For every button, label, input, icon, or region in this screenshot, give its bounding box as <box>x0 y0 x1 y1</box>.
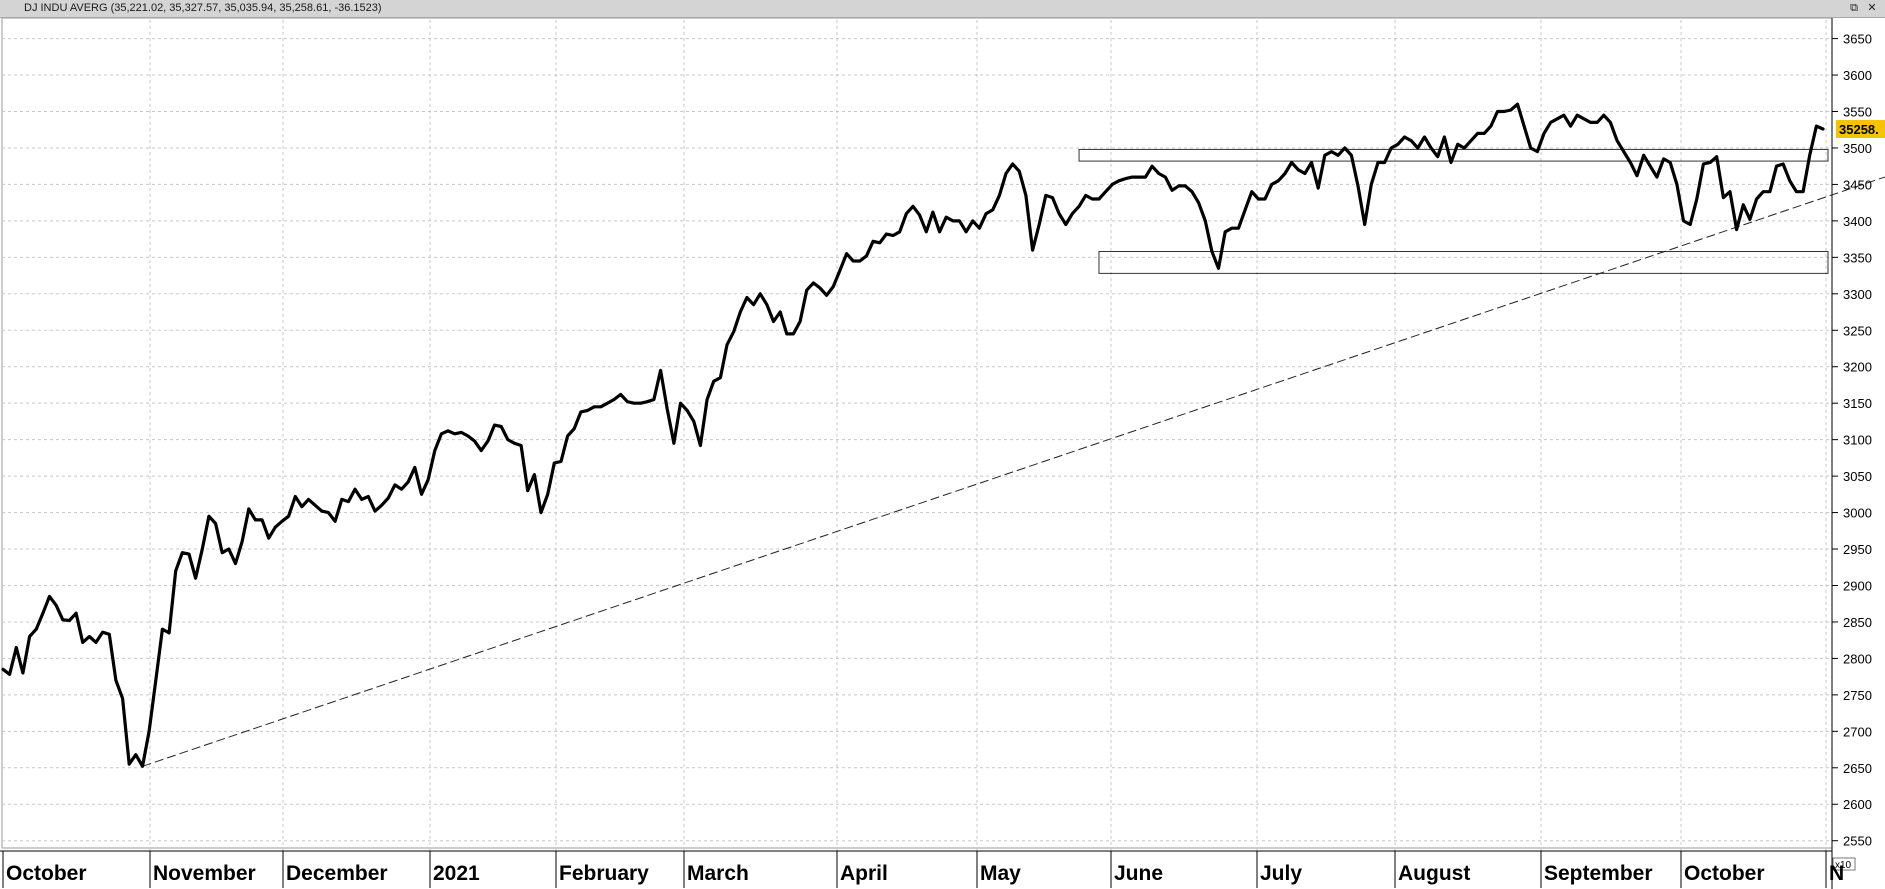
x-tick-label: February <box>559 862 649 885</box>
y-tick-label: 3200 <box>1843 360 1872 375</box>
x-tick-label: November <box>153 862 256 885</box>
y-tick-label: 3000 <box>1843 506 1872 521</box>
y-tick-label: 3050 <box>1843 469 1872 484</box>
y-tick-label: 3100 <box>1843 433 1872 448</box>
price-line <box>1 102 1825 768</box>
price-series-layer <box>1 102 1825 768</box>
y-tick-label: 2900 <box>1843 578 1872 593</box>
chart-grid <box>1 18 1833 851</box>
trendline <box>142 176 1885 767</box>
x-tick-label: October <box>1684 862 1765 885</box>
x-tick-label: 2021 <box>433 862 480 885</box>
line-chart: 2550 2600 2650 2700 2750 2800 2850 2900 2950 3000… <box>0 18 1885 889</box>
y-tick-label: 3650 <box>1843 32 1872 47</box>
y-tick-label: 3250 <box>1843 323 1872 338</box>
y-tick-label: 2850 <box>1843 615 1872 630</box>
chart-title: DJ INDU AVERG (35,221.02, 35,327.57, 35,… <box>24 2 382 14</box>
y-tick-label: 3300 <box>1843 287 1872 302</box>
trendline-layer <box>142 176 1885 767</box>
x-tick-label: August <box>1398 862 1470 885</box>
x-axis: October November December 2021 February March… <box>0 850 1844 888</box>
y-tick-label: 2650 <box>1843 761 1872 776</box>
x-tick-label: May <box>980 862 1021 885</box>
y-tick-label: 2750 <box>1843 688 1872 703</box>
y-tick-label: 3500 <box>1843 141 1872 156</box>
support-resistance-zone <box>1098 251 1829 274</box>
support-resistance-zone <box>1078 148 1829 162</box>
y-tick-label: 2950 <box>1843 542 1872 557</box>
x-tick-label: September <box>1544 862 1653 885</box>
x-tick-label: April <box>840 862 888 885</box>
x-tick-label: December <box>286 862 388 885</box>
last-value-label: 35258. <box>1839 122 1879 137</box>
last-value-badge <box>1836 120 1885 139</box>
close-window-icon[interactable]: ✕ <box>1867 2 1877 14</box>
y-tick-label: 3600 <box>1843 68 1872 83</box>
y-tick-label: 3550 <box>1843 105 1872 120</box>
window-controls: ⧉ ✕ <box>1847 1 1879 15</box>
x-tick-label: June <box>1114 862 1163 885</box>
restore-window-icon[interactable]: ⧉ <box>1850 2 1858 14</box>
y-tick-label: 2550 <box>1843 834 1872 849</box>
y-tick-label: 2600 <box>1843 797 1872 812</box>
x-tick-label: March <box>687 862 749 885</box>
y-tick-label: 3150 <box>1843 396 1872 411</box>
y-tick-label: 3400 <box>1843 214 1872 229</box>
plot-frame <box>1 18 1833 849</box>
y-axis: 2550 2600 2650 2700 2750 2800 2850 2900 2950 3000… <box>1831 18 1885 889</box>
chart-title-bar: DJ INDU AVERG (35,221.02, 35,327.57, 35,… <box>0 0 1885 18</box>
x-tick-label: July <box>1260 862 1302 885</box>
scale-box <box>1832 857 1856 871</box>
x-tick-label: October <box>6 862 87 885</box>
y-tick-label: 3350 <box>1843 250 1872 265</box>
y-tick-label: 2800 <box>1843 651 1872 666</box>
y-tick-label: 2700 <box>1843 724 1872 739</box>
price-zones <box>1078 148 1829 274</box>
x-tick-label: N <box>1829 862 1844 885</box>
y-scale-label: x10 <box>1835 860 1852 871</box>
y-tick-label: 3450 <box>1843 177 1872 192</box>
